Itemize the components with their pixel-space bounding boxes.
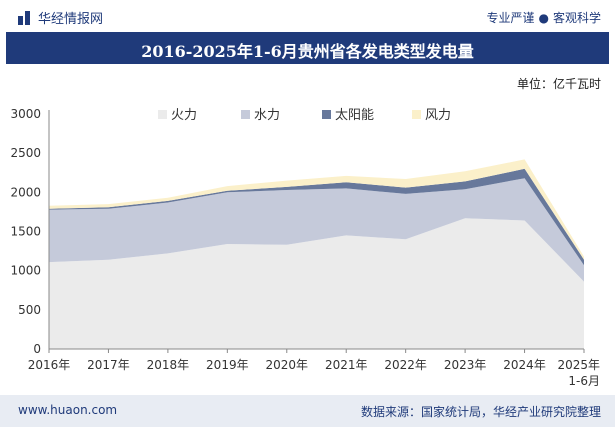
area-series-2 [49, 168, 584, 266]
y-tick-label: 3000 [10, 107, 41, 121]
x-tick-label: 2016年 [28, 358, 71, 372]
legend-label-1: 水力 [254, 108, 280, 123]
tagline: 专业严谨 ● 客观科学 [486, 9, 601, 26]
area-series-3 [49, 159, 584, 260]
x-tick-label: 2017年 [87, 358, 130, 372]
x-tick-label: 2018年 [147, 358, 190, 372]
x-tick-label: 2021年 [325, 358, 368, 372]
x-tick-label: 1-6月 [568, 374, 600, 388]
brand-name: 华经情报网 [38, 12, 104, 27]
brand: 华经情报网 [18, 8, 103, 27]
legend-label-0: 火力 [171, 108, 197, 123]
x-tick-label: 2022年 [384, 358, 427, 372]
top-bar: 华经情报网 专业严谨 ● 客观科学 [0, 0, 615, 32]
y-tick-label: 0 [33, 342, 41, 356]
x-tick-label: 2020年 [266, 358, 309, 372]
legend-swatch-2 [322, 110, 331, 119]
site-url: www.huaon.com [18, 403, 118, 417]
legend-swatch-3 [412, 110, 421, 119]
x-tick-label: 2025年 [557, 358, 600, 372]
tagline-right: 客观科学 [552, 11, 601, 25]
legend-swatch-1 [241, 110, 250, 119]
legend-swatch-0 [158, 110, 167, 119]
data-source: 数据来源：国家统计局，华经产业研究院整理 [360, 405, 601, 419]
y-tick-label: 2500 [10, 146, 41, 160]
chart-title: 2016-2025年1-6月贵州省各发电类型发电量 [141, 42, 474, 61]
x-tick-label: 2023年 [444, 358, 487, 372]
y-tick-label: 500 [18, 303, 41, 317]
brand-logo-icon [18, 10, 32, 25]
y-tick-label: 2000 [10, 185, 41, 199]
x-tick-label: 2019年 [206, 358, 249, 372]
x-tick-label: 2024年 [503, 358, 546, 372]
area-series-0 [49, 218, 584, 349]
legend-label-2: 太阳能 [335, 108, 374, 123]
area-series-1 [49, 178, 584, 282]
y-tick-label: 1000 [10, 264, 41, 278]
footer: www.huaon.com 数据来源：国家统计局，华经产业研究院整理 [0, 395, 615, 427]
unit-label: 单位：亿千瓦时 [516, 77, 601, 91]
tagline-left: 专业严谨 [486, 11, 535, 25]
title-bar: 2016-2025年1-6月贵州省各发电类型发电量 [6, 32, 609, 64]
legend-label-3: 风力 [425, 108, 451, 123]
chart-area: 0 500 1000 1500 2000 2500 3000 2016年 2017年 2018年 2… [10, 107, 600, 388]
y-tick-label: 1500 [10, 225, 41, 239]
bullet-icon: ● [538, 11, 549, 25]
